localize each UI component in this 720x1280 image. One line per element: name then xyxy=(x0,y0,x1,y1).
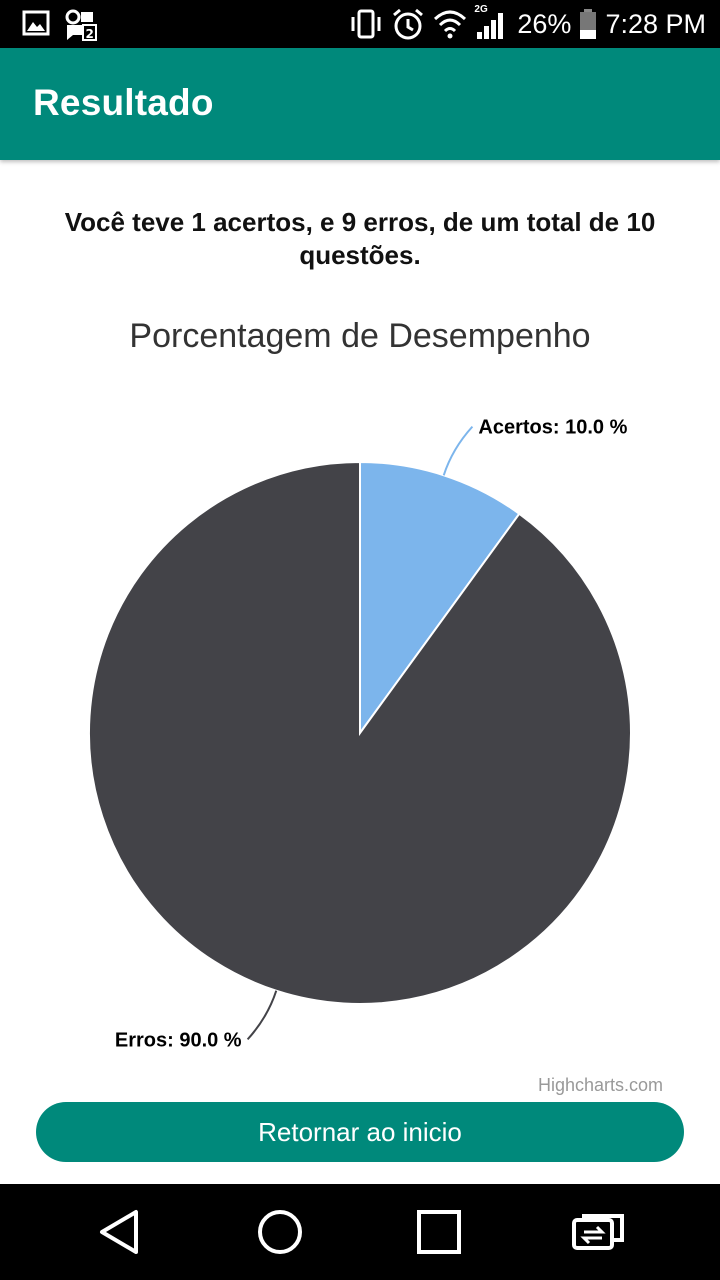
switch-app-icon xyxy=(572,1214,624,1250)
recents-button[interactable] xyxy=(409,1206,469,1258)
image-icon xyxy=(22,10,50,36)
app-bar: Resultado xyxy=(0,48,720,160)
status-bar: 2 2G 26% xyxy=(0,0,720,48)
battery-icon xyxy=(580,9,597,39)
pie-slice-erros[interactable] xyxy=(88,460,632,1005)
wifi-icon xyxy=(434,10,467,39)
chart-credit[interactable]: Highcharts.com xyxy=(537,1075,663,1095)
data-label-erros: Erros: 90.0 % xyxy=(115,1029,242,1051)
navigation-bar xyxy=(0,1184,720,1280)
chart-title: Porcentagem de Desempenho xyxy=(129,317,591,355)
data-label-acertos: Acertos: 10.0 % xyxy=(478,417,627,439)
home-icon xyxy=(258,1210,302,1254)
signal-icon xyxy=(477,13,504,39)
vibrate-icon xyxy=(351,9,381,39)
connector-erros xyxy=(246,990,278,1041)
battery-percent: 26% xyxy=(517,8,572,39)
clock-time: 7:28 PM xyxy=(605,8,706,39)
page-title: Resultado xyxy=(33,82,214,123)
connector-acertos xyxy=(442,425,474,476)
return-home-button[interactable]: Retornar ao inicio xyxy=(36,1102,684,1162)
svg-text:2: 2 xyxy=(86,27,94,41)
sim-badge-icon: 2 xyxy=(65,9,97,41)
back-icon xyxy=(100,1210,138,1254)
back-button[interactable] xyxy=(90,1206,150,1258)
network-type-label: 2G xyxy=(474,4,488,15)
pie-chart: Acertos: 10.0 % Erros: 90.0 % xyxy=(88,417,632,1051)
result-summary: Você teve 1 acertos, e 9 erros, de um to… xyxy=(64,207,656,270)
home-button[interactable] xyxy=(250,1206,310,1258)
switch-app-button[interactable] xyxy=(568,1206,628,1258)
recents-icon xyxy=(417,1210,461,1254)
alarm-icon xyxy=(393,8,424,40)
pie-slice-acertos[interactable] xyxy=(359,460,521,737)
